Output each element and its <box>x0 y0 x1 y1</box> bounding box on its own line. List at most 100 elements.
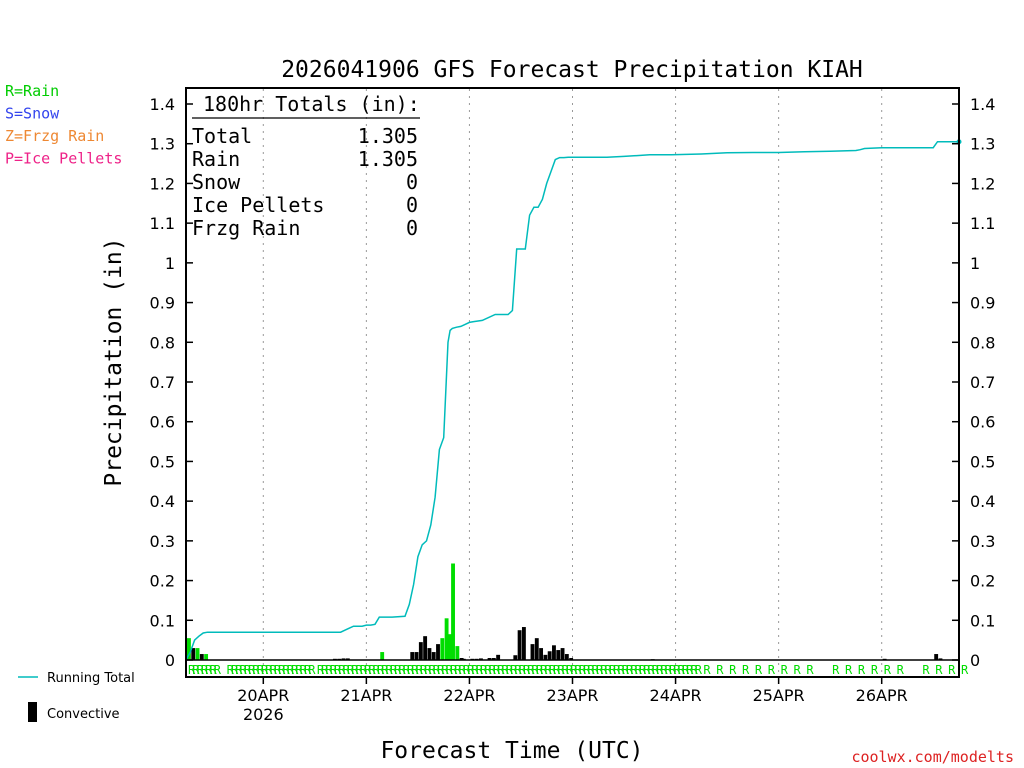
y-tick-label-left: 1.3 <box>150 135 175 154</box>
ptype-letter: R <box>510 663 518 677</box>
x-tick-label: 20APR <box>237 686 289 705</box>
convective-bar <box>436 644 440 660</box>
ptype-letter: R <box>605 663 613 677</box>
ptype-letter: R <box>248 663 256 677</box>
convective-bar <box>534 638 539 660</box>
ptype-letter: R <box>806 663 814 677</box>
ptype-letter: R <box>514 663 522 677</box>
ptype-letter: R <box>922 663 930 677</box>
ptype-letter: R <box>364 663 372 677</box>
ptype-letter: R <box>506 663 514 677</box>
ptype-letter: R <box>544 663 552 677</box>
ptype-letter: R <box>781 663 789 677</box>
ptype-letter: R <box>214 663 222 677</box>
y-axis-right: 0 0.1 0.2 0.3 0.4 0.5 0.6 0.7 0.8 0.9 1 1.1 1.2 1.3 1.… <box>952 95 995 670</box>
totals-row-value: 0 <box>406 193 418 217</box>
y-tick-label-left: 0.7 <box>150 373 175 392</box>
ptype-letter: R <box>407 663 415 677</box>
totals-row-value: 0 <box>406 216 418 240</box>
ptype-letter: R <box>274 663 282 677</box>
running-total-layer <box>185 139 962 661</box>
ptype-letter: R <box>635 663 643 677</box>
ptype-letter: R <box>261 663 269 677</box>
convective-bar <box>410 652 415 660</box>
y-tick-label-left: 1 <box>165 254 175 273</box>
ptype-letter: R <box>678 663 686 677</box>
ptype-letter: R <box>832 663 840 677</box>
convective-bar <box>199 654 204 660</box>
rain-bar <box>448 634 452 660</box>
convective-bar <box>552 645 556 660</box>
totals-row-label: Rain <box>192 147 240 171</box>
totals-row-label: Snow <box>192 170 241 194</box>
y-tick-label-right: 1.4 <box>970 95 995 114</box>
ptype-letter: R <box>768 663 776 677</box>
x-tick-label: 25APR <box>753 686 805 705</box>
ptype-letter: R <box>665 663 673 677</box>
y-tick-label-right: 1.2 <box>970 174 995 193</box>
totals-row-value: 1.305 <box>358 147 418 171</box>
ptype-letter: R <box>325 663 333 677</box>
ptype-letter: R <box>295 663 303 677</box>
ptype-letter: R <box>394 663 402 677</box>
ptype-letter: R <box>695 663 703 677</box>
ptype-letter: R <box>377 663 385 677</box>
y-tick-label-left: 1.2 <box>150 174 175 193</box>
ptype-letter: R <box>961 663 969 677</box>
ptype-letter: R <box>355 663 363 677</box>
ptype-letter: R <box>476 663 484 677</box>
ptype-letter: R <box>673 663 681 677</box>
rain-bar <box>187 638 191 660</box>
y-tick-label-right: 0.6 <box>970 413 995 432</box>
convective-bar <box>521 627 526 660</box>
credit-link[interactable]: coolwx.com/modelts <box>851 748 1014 766</box>
y-tick-label-right: 0 <box>970 651 980 670</box>
x-tick-label: 23APR <box>546 686 598 705</box>
ptype-letter: R <box>660 663 668 677</box>
ptype-legend-item: R=Rain <box>5 82 59 100</box>
convective-bar <box>341 658 346 660</box>
ptype-letter: R <box>626 663 634 677</box>
x-tick-label: 26APR <box>856 686 908 705</box>
ptype-letter: R <box>424 663 432 677</box>
ptype-letter: R <box>562 663 570 677</box>
totals-row-label: Frzg Rain <box>192 216 300 240</box>
ptype-letter: R <box>252 663 260 677</box>
ptype-letter: R <box>570 663 578 677</box>
ptype-letter: R <box>441 663 449 677</box>
ptype-letter: R <box>304 663 312 677</box>
convective-bar <box>191 648 196 660</box>
y-tick-label-right: 0.2 <box>970 572 995 591</box>
ptype-letter: R <box>416 663 424 677</box>
ptype-letter: R <box>643 663 651 677</box>
ptype-letter: R <box>703 663 711 677</box>
x-tick-sublabel: 2026 <box>243 705 284 724</box>
ptype-letter: R <box>240 663 248 677</box>
convective-bar <box>459 658 464 660</box>
ptype-letter: R <box>278 663 286 677</box>
ptype-letter: R <box>557 663 565 677</box>
y-tick-label-right: 0.7 <box>970 373 995 392</box>
ptype-letter: R <box>630 663 638 677</box>
ptype-letter: R <box>682 663 690 677</box>
ptype-letter: R <box>587 663 595 677</box>
convective-bar <box>491 658 496 660</box>
rain-bar <box>440 638 445 660</box>
ptype-letter: R <box>420 663 428 677</box>
ptype-letter: R <box>609 663 617 677</box>
y-tick-label-right: 1.3 <box>970 135 995 154</box>
ptype-letter: R <box>437 663 445 677</box>
y-tick-label-left: 1.4 <box>150 95 175 114</box>
ptype-letter: R <box>201 663 209 677</box>
running-total-line <box>185 140 959 661</box>
running-total-legend-label: Running Total <box>47 671 135 686</box>
ptype-letter: R <box>669 663 677 677</box>
ptype-letter: R <box>343 663 351 677</box>
convective-bar <box>427 648 432 660</box>
ptype-letter: R <box>360 663 368 677</box>
convective-legend-label: Convective <box>47 707 120 722</box>
ptype-letter: R <box>501 663 509 677</box>
ptype-letter: R <box>536 663 544 677</box>
convective-bar <box>934 654 939 660</box>
